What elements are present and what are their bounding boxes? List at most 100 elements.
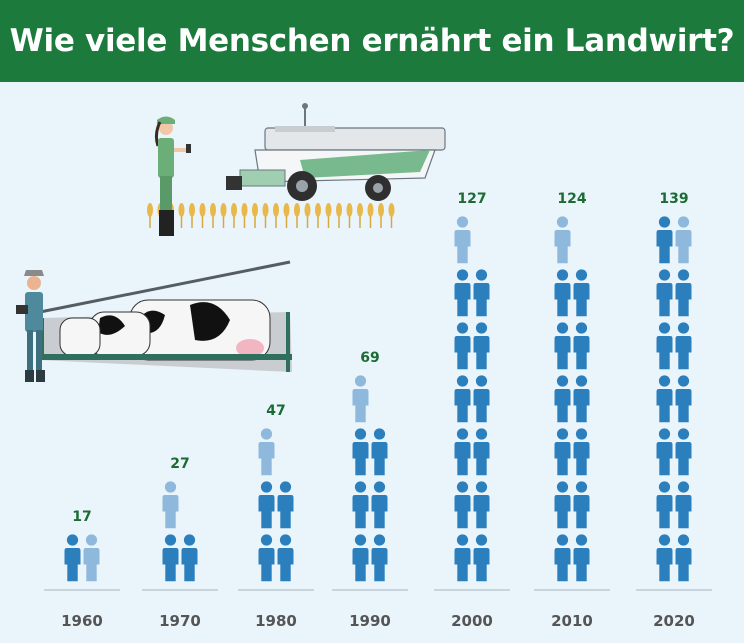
wheat-ear: [252, 203, 258, 217]
chart-title: Wie viele Menschen ernährt ein Landwirt?: [9, 23, 735, 59]
wheat-ear: [325, 203, 332, 217]
person-icon: [473, 534, 490, 582]
person-icon: [454, 269, 471, 317]
person-icon: [277, 481, 294, 529]
year-label-2000: 2000: [451, 612, 493, 630]
person-icon: [573, 375, 590, 423]
wheat-ear: [147, 203, 153, 217]
person-icon: [675, 269, 692, 317]
person-icon: [454, 481, 471, 529]
person-icon: [656, 269, 673, 317]
person-icon: [371, 428, 388, 476]
person-icon: [162, 534, 179, 582]
year-label-1970: 1970: [159, 612, 201, 630]
person-icon: [454, 534, 471, 582]
pictogram-columns: [64, 216, 692, 582]
wheat-ear: [231, 203, 237, 217]
value-label-1990: 69: [360, 350, 379, 366]
wheat-ear: [346, 203, 353, 217]
person-icon-partial: [554, 216, 571, 264]
person-icon-partial: [454, 216, 471, 264]
person-icon: [181, 534, 198, 582]
value-label-1970: 27: [170, 456, 189, 472]
year-label-1980: 1980: [255, 612, 297, 630]
wheat-ear: [199, 203, 206, 217]
person-icon: [675, 428, 692, 476]
person-icon: [656, 216, 673, 264]
person-icon: [656, 534, 673, 582]
wheat-ear: [357, 203, 363, 217]
value-labels: 17 27 47 69 127 124 139: [72, 191, 688, 525]
person-icon: [656, 375, 673, 423]
pictogram-column-1970: [162, 481, 198, 582]
person-icon: [554, 269, 571, 317]
value-label-2000: 127: [457, 191, 486, 207]
dairy-farmer-icon: [16, 270, 45, 382]
person-icon-partial: [675, 216, 692, 264]
value-label-2010: 124: [557, 191, 586, 207]
person-icon: [473, 269, 490, 317]
harvester-scene-illustration: [147, 103, 446, 236]
person-icon-partial: [258, 428, 275, 476]
year-label-1990: 1990: [349, 612, 391, 630]
person-icon: [352, 534, 369, 582]
wheat-ear: [220, 203, 227, 217]
person-icon: [473, 428, 490, 476]
person-icon: [473, 481, 490, 529]
person-icon: [675, 375, 692, 423]
person-icon: [554, 534, 571, 582]
person-icon: [675, 534, 692, 582]
wheat-ear: [336, 203, 342, 217]
wheat-ear: [178, 203, 185, 217]
person-icon: [371, 481, 388, 529]
person-icon: [554, 481, 571, 529]
person-icon: [64, 534, 81, 582]
person-icon: [675, 481, 692, 529]
wheat-ear: [315, 203, 321, 217]
header-bar: [0, 0, 744, 82]
wheat-ear: [273, 203, 279, 217]
farmer-with-tablet-icon: [154, 116, 191, 236]
person-icon: [554, 375, 571, 423]
wheat-ear: [241, 203, 248, 217]
person-icon: [258, 534, 275, 582]
pictogram-column-2010: [554, 216, 590, 582]
person-icon: [656, 322, 673, 370]
pictogram-column-2020: [656, 216, 692, 582]
person-icon: [573, 534, 590, 582]
person-icon: [454, 428, 471, 476]
pictogram-column-1990: [352, 375, 388, 582]
person-icon: [573, 428, 590, 476]
person-icon: [656, 428, 673, 476]
wheat-ear: [262, 203, 269, 217]
value-label-2020: 139: [659, 191, 688, 207]
person-icon: [473, 375, 490, 423]
person-icon: [473, 322, 490, 370]
value-label-1980: 47: [266, 403, 285, 419]
person-icon: [554, 322, 571, 370]
person-icon: [573, 322, 590, 370]
wheat-ear: [367, 203, 374, 217]
person-icon-partial: [162, 481, 179, 529]
person-icon: [573, 481, 590, 529]
wheat-ear: [378, 203, 384, 217]
combine-harvester-icon: [226, 103, 446, 201]
person-icon: [454, 375, 471, 423]
year-label-1960: 1960: [61, 612, 103, 630]
wheat-ear: [304, 203, 311, 217]
person-icon: [277, 534, 294, 582]
pictogram-column-2000: [454, 216, 490, 582]
person-icon-partial: [352, 375, 369, 423]
milking-scene-illustration: [16, 260, 292, 382]
person-icon-partial: [83, 534, 100, 582]
wheat-ear: [189, 203, 195, 217]
wheat-ear: [388, 203, 395, 217]
person-icon: [352, 481, 369, 529]
year-label-2020: 2020: [653, 612, 695, 630]
wheat-field-icon: [147, 203, 395, 228]
person-icon: [573, 269, 590, 317]
year-label-2010: 2010: [551, 612, 593, 630]
person-icon: [352, 428, 369, 476]
person-icon: [554, 428, 571, 476]
